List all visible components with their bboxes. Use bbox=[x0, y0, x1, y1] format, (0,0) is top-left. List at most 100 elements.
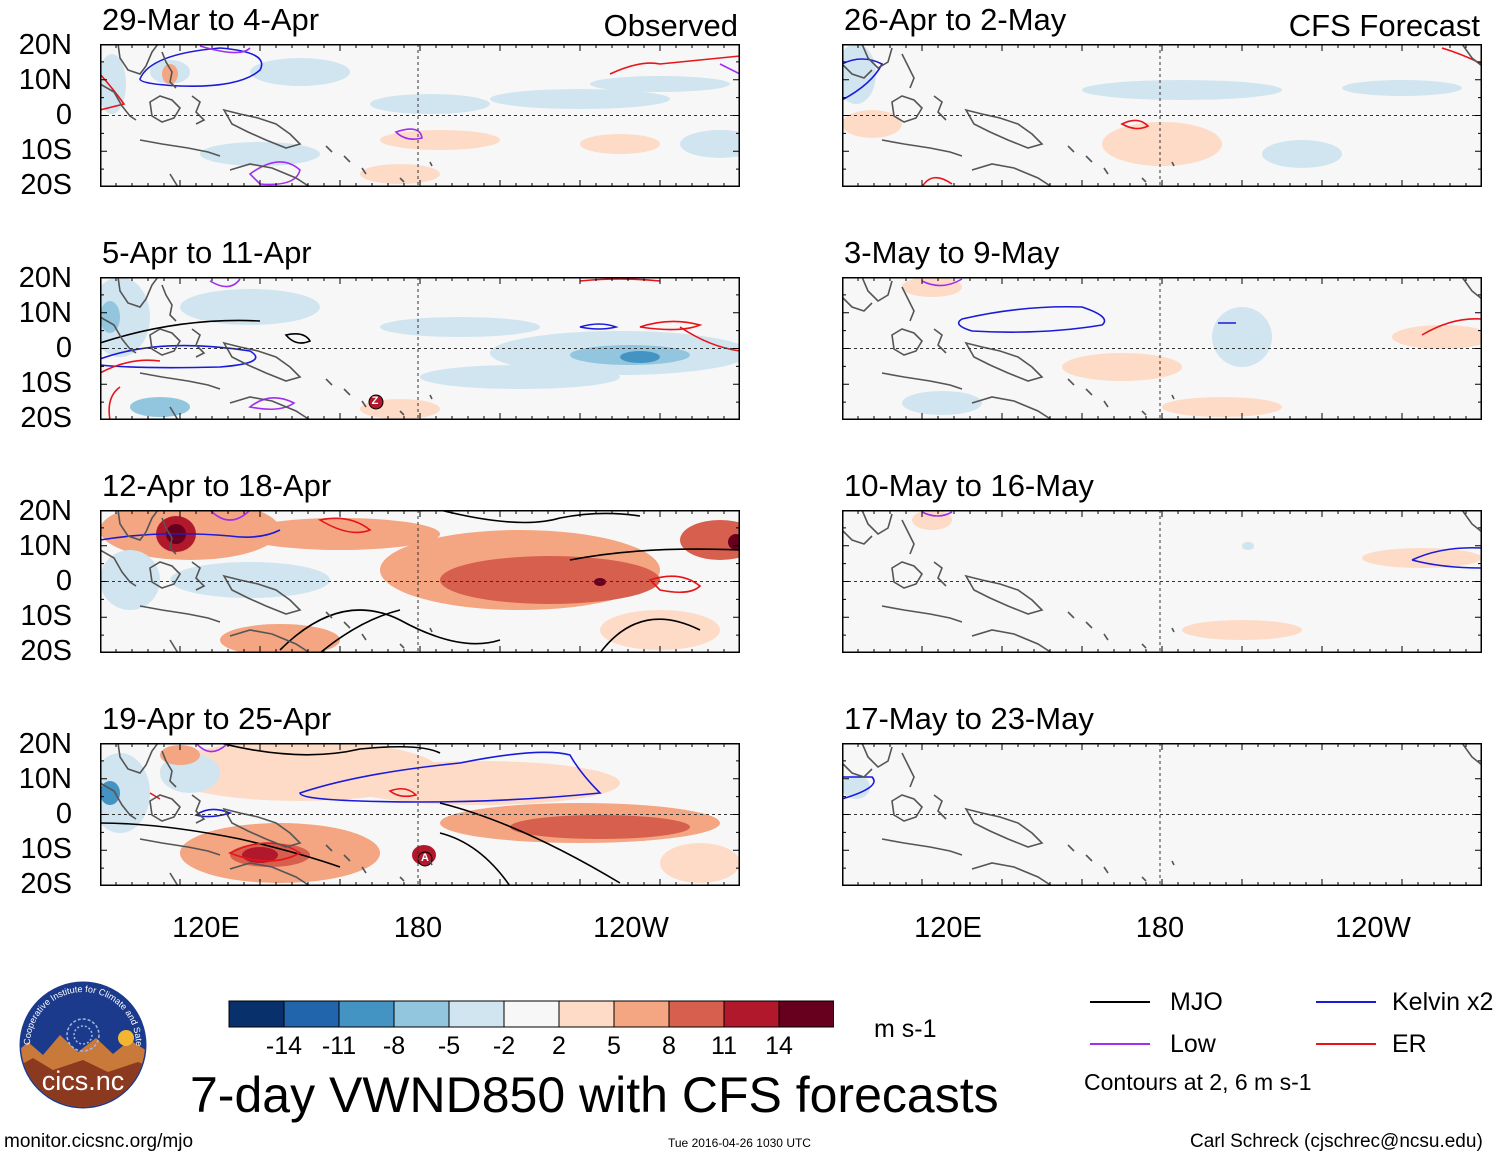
lon-label: 120W bbox=[593, 912, 669, 944]
colorbar-swatch bbox=[393, 1000, 450, 1028]
wind-anomaly-shading bbox=[200, 142, 320, 166]
colorbar-swatch bbox=[558, 1000, 615, 1028]
coastline bbox=[1171, 860, 1175, 866]
colorbar-label: 14 bbox=[765, 1032, 793, 1060]
colorbar bbox=[228, 1000, 834, 1028]
lat-label: 20S bbox=[20, 402, 72, 434]
wind-anomaly-shading bbox=[842, 775, 870, 799]
wind-anomaly-shading bbox=[130, 397, 190, 417]
panel-title-fcst-4: 17-May to 23-May bbox=[844, 701, 1094, 736]
coastline bbox=[229, 396, 311, 420]
coastline bbox=[1171, 394, 1175, 400]
coastline bbox=[1461, 510, 1482, 533]
wind-anomaly-shading bbox=[660, 843, 740, 883]
wind-anomaly-shading bbox=[180, 289, 320, 325]
map-frame bbox=[842, 510, 1482, 653]
lat-label: 0 bbox=[55, 332, 72, 364]
wind-anomaly-shading bbox=[1242, 542, 1254, 550]
kelvin-contour bbox=[100, 529, 281, 541]
coastline bbox=[1141, 643, 1147, 649]
legend-line-low bbox=[1090, 1043, 1150, 1045]
coastline bbox=[117, 44, 159, 75]
coastline bbox=[117, 277, 159, 308]
wind-anomaly-shading bbox=[1082, 80, 1282, 100]
map-panel-fcst-4 bbox=[842, 743, 1482, 886]
coastline bbox=[1103, 866, 1109, 874]
wind-anomaly-shading bbox=[1212, 307, 1272, 367]
wind-anomaly-shading bbox=[600, 610, 720, 650]
coastline bbox=[169, 872, 179, 886]
map-content bbox=[842, 44, 1482, 187]
coastline bbox=[1067, 611, 1075, 619]
legend-label-kelvin: Kelvin x2 bbox=[1392, 988, 1494, 1016]
coastline bbox=[971, 862, 1053, 886]
storm-marker bbox=[368, 394, 384, 410]
kelvin-contour bbox=[957, 305, 1106, 333]
coastline bbox=[222, 341, 302, 382]
coastline bbox=[881, 838, 963, 856]
coastline bbox=[117, 743, 159, 774]
coastline bbox=[149, 794, 182, 822]
colorbar-swatch bbox=[668, 1000, 725, 1028]
kelvin-contour bbox=[842, 776, 875, 800]
coastline bbox=[861, 277, 893, 303]
coastline bbox=[891, 95, 924, 123]
colorbar-swatch bbox=[723, 1000, 780, 1028]
coastline bbox=[964, 341, 1044, 382]
er-contour bbox=[648, 575, 702, 594]
wind-anomaly-shading bbox=[590, 76, 730, 92]
kelvin-contour bbox=[139, 47, 263, 87]
kelvin-contour bbox=[842, 58, 884, 101]
wind-anomaly-shading bbox=[1362, 548, 1482, 568]
coastline bbox=[429, 627, 433, 633]
map-panel-obs-3 bbox=[100, 510, 740, 653]
coastline bbox=[971, 629, 1053, 653]
er-contour bbox=[100, 359, 161, 420]
lon-label: 120W bbox=[1335, 912, 1411, 944]
coastline bbox=[1067, 844, 1075, 852]
coastline bbox=[222, 108, 302, 149]
colorbar-swatch bbox=[613, 1000, 670, 1028]
lat-label: 10S bbox=[20, 833, 72, 865]
coastline bbox=[1085, 854, 1093, 862]
wind-anomaly-shading bbox=[370, 94, 490, 114]
coastline bbox=[901, 519, 915, 555]
lat-label: 20S bbox=[20, 868, 72, 900]
wind-anomaly-shading bbox=[490, 89, 670, 109]
coastline bbox=[139, 139, 221, 157]
low-contour bbox=[195, 743, 227, 753]
lat-label: 20S bbox=[20, 635, 72, 667]
coastline bbox=[1067, 145, 1075, 153]
map-frame bbox=[100, 510, 740, 653]
coastline bbox=[191, 561, 206, 591]
map-content bbox=[912, 510, 1482, 640]
wind-anomaly-shading bbox=[340, 761, 620, 805]
colorbar-label: 5 bbox=[607, 1032, 621, 1060]
legend-line-mjo bbox=[1090, 1001, 1150, 1003]
coastline bbox=[191, 794, 206, 824]
coastline bbox=[429, 394, 433, 400]
coastline bbox=[343, 388, 351, 396]
footer-author: Carl Schreck (cjschrec@ncsu.edu) bbox=[1190, 1131, 1483, 1152]
colorbar-label: 11 bbox=[711, 1032, 737, 1060]
coastline bbox=[1103, 633, 1109, 641]
map-content bbox=[100, 743, 740, 886]
coastline bbox=[399, 410, 405, 416]
wind-anomaly-shading bbox=[240, 518, 440, 550]
map-frame bbox=[100, 277, 740, 420]
lat-label: 10S bbox=[20, 600, 72, 632]
wind-anomaly-shading bbox=[1102, 122, 1222, 166]
coastline bbox=[161, 517, 177, 555]
panel-title-fcst-2: 3-May to 9-May bbox=[844, 235, 1060, 270]
coastline bbox=[161, 284, 177, 322]
footer-url: monitor.cicsnc.org/mjo bbox=[4, 1131, 194, 1152]
coastline bbox=[399, 643, 405, 649]
lat-label: 10N bbox=[18, 297, 72, 329]
map-panel-obs-2 bbox=[100, 277, 740, 420]
kelvin-contour bbox=[194, 808, 233, 818]
colorbar-units: m s-1 bbox=[874, 1015, 937, 1043]
colorbar-swatch bbox=[283, 1000, 340, 1028]
coastline bbox=[229, 629, 311, 653]
coastline bbox=[361, 866, 367, 874]
mjo-contour bbox=[599, 618, 701, 653]
